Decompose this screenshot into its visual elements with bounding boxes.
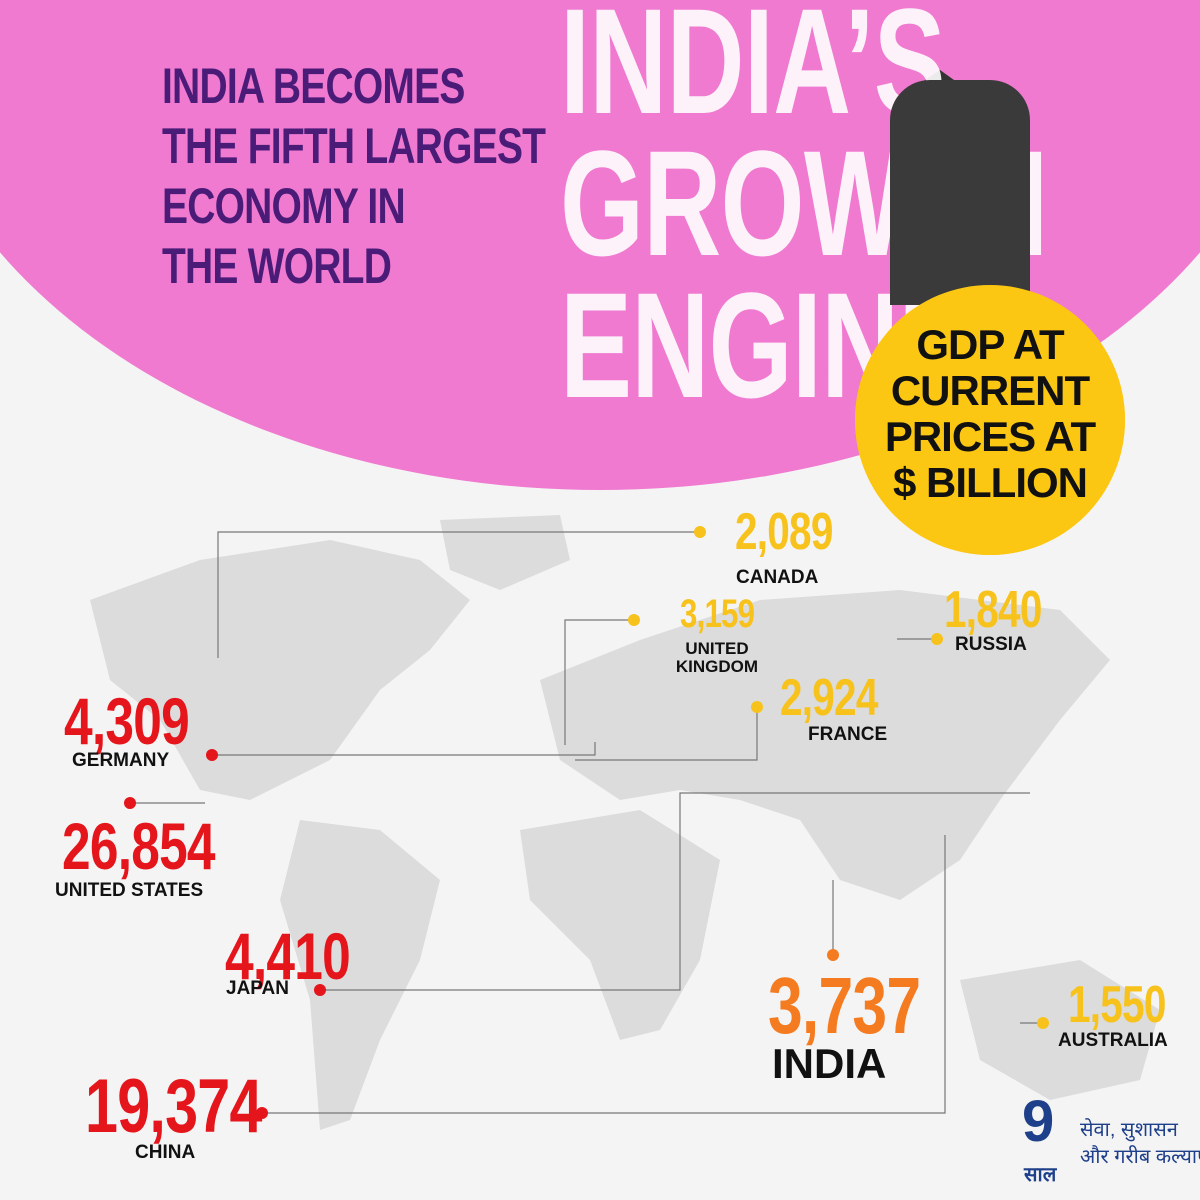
country-name: UNITED KINGDOM — [675, 639, 759, 676]
country-value: 19,374 — [85, 1064, 262, 1149]
title-line: INDIA BECOMES — [162, 58, 465, 114]
logo-numeral: 9 — [1022, 1089, 1055, 1154]
country-name: UNITED STATES — [55, 880, 204, 901]
badge-line: $ BILLION — [892, 459, 1088, 506]
world-map — [90, 515, 1160, 1130]
badge-line: PRICES AT — [884, 413, 1096, 460]
title-line: THE WORLD — [162, 238, 392, 294]
country-value: 4,410 — [225, 919, 351, 993]
logo-line: सेवा, सुशासन — [1080, 1119, 1178, 1141]
country-value: 1,550 — [1068, 976, 1166, 1034]
leader-lines — [130, 531, 1043, 1114]
country-value: 2,924 — [780, 669, 878, 727]
title-line: THE FIFTH LARGEST — [162, 118, 546, 174]
country-name: AUSTRALIA — [1058, 1030, 1168, 1051]
country-name: CANADA — [736, 567, 819, 588]
country-value: 1,840 — [944, 581, 1042, 639]
dots — [124, 526, 1049, 1119]
country-value: 26,854 — [62, 809, 216, 883]
country-value: 2,089 — [735, 503, 833, 561]
country-value: 4,309 — [64, 684, 190, 758]
country-name: FRANCE — [808, 724, 888, 745]
country-name: INDIA — [772, 1040, 887, 1087]
badge-circle — [855, 285, 1125, 555]
country-name: GERMANY — [72, 750, 170, 771]
logo-line: और गरीब कल्याण — [1080, 1146, 1200, 1168]
country-value: 3,159 — [680, 592, 755, 636]
logo-word: साल — [1024, 1164, 1057, 1186]
badge-line: CURRENT — [890, 367, 1090, 414]
country-value: 3,737 — [768, 961, 921, 1050]
country-name: JAPAN — [226, 978, 289, 999]
speaker-figure — [890, 80, 1030, 305]
backdrop-text: INDIA’S — [560, 0, 946, 145]
title-line: ECONOMY IN — [162, 178, 406, 234]
badge-line: GDP AT — [916, 321, 1064, 368]
country-name: CHINA — [135, 1142, 196, 1163]
country-name: RUSSIA — [955, 634, 1027, 655]
